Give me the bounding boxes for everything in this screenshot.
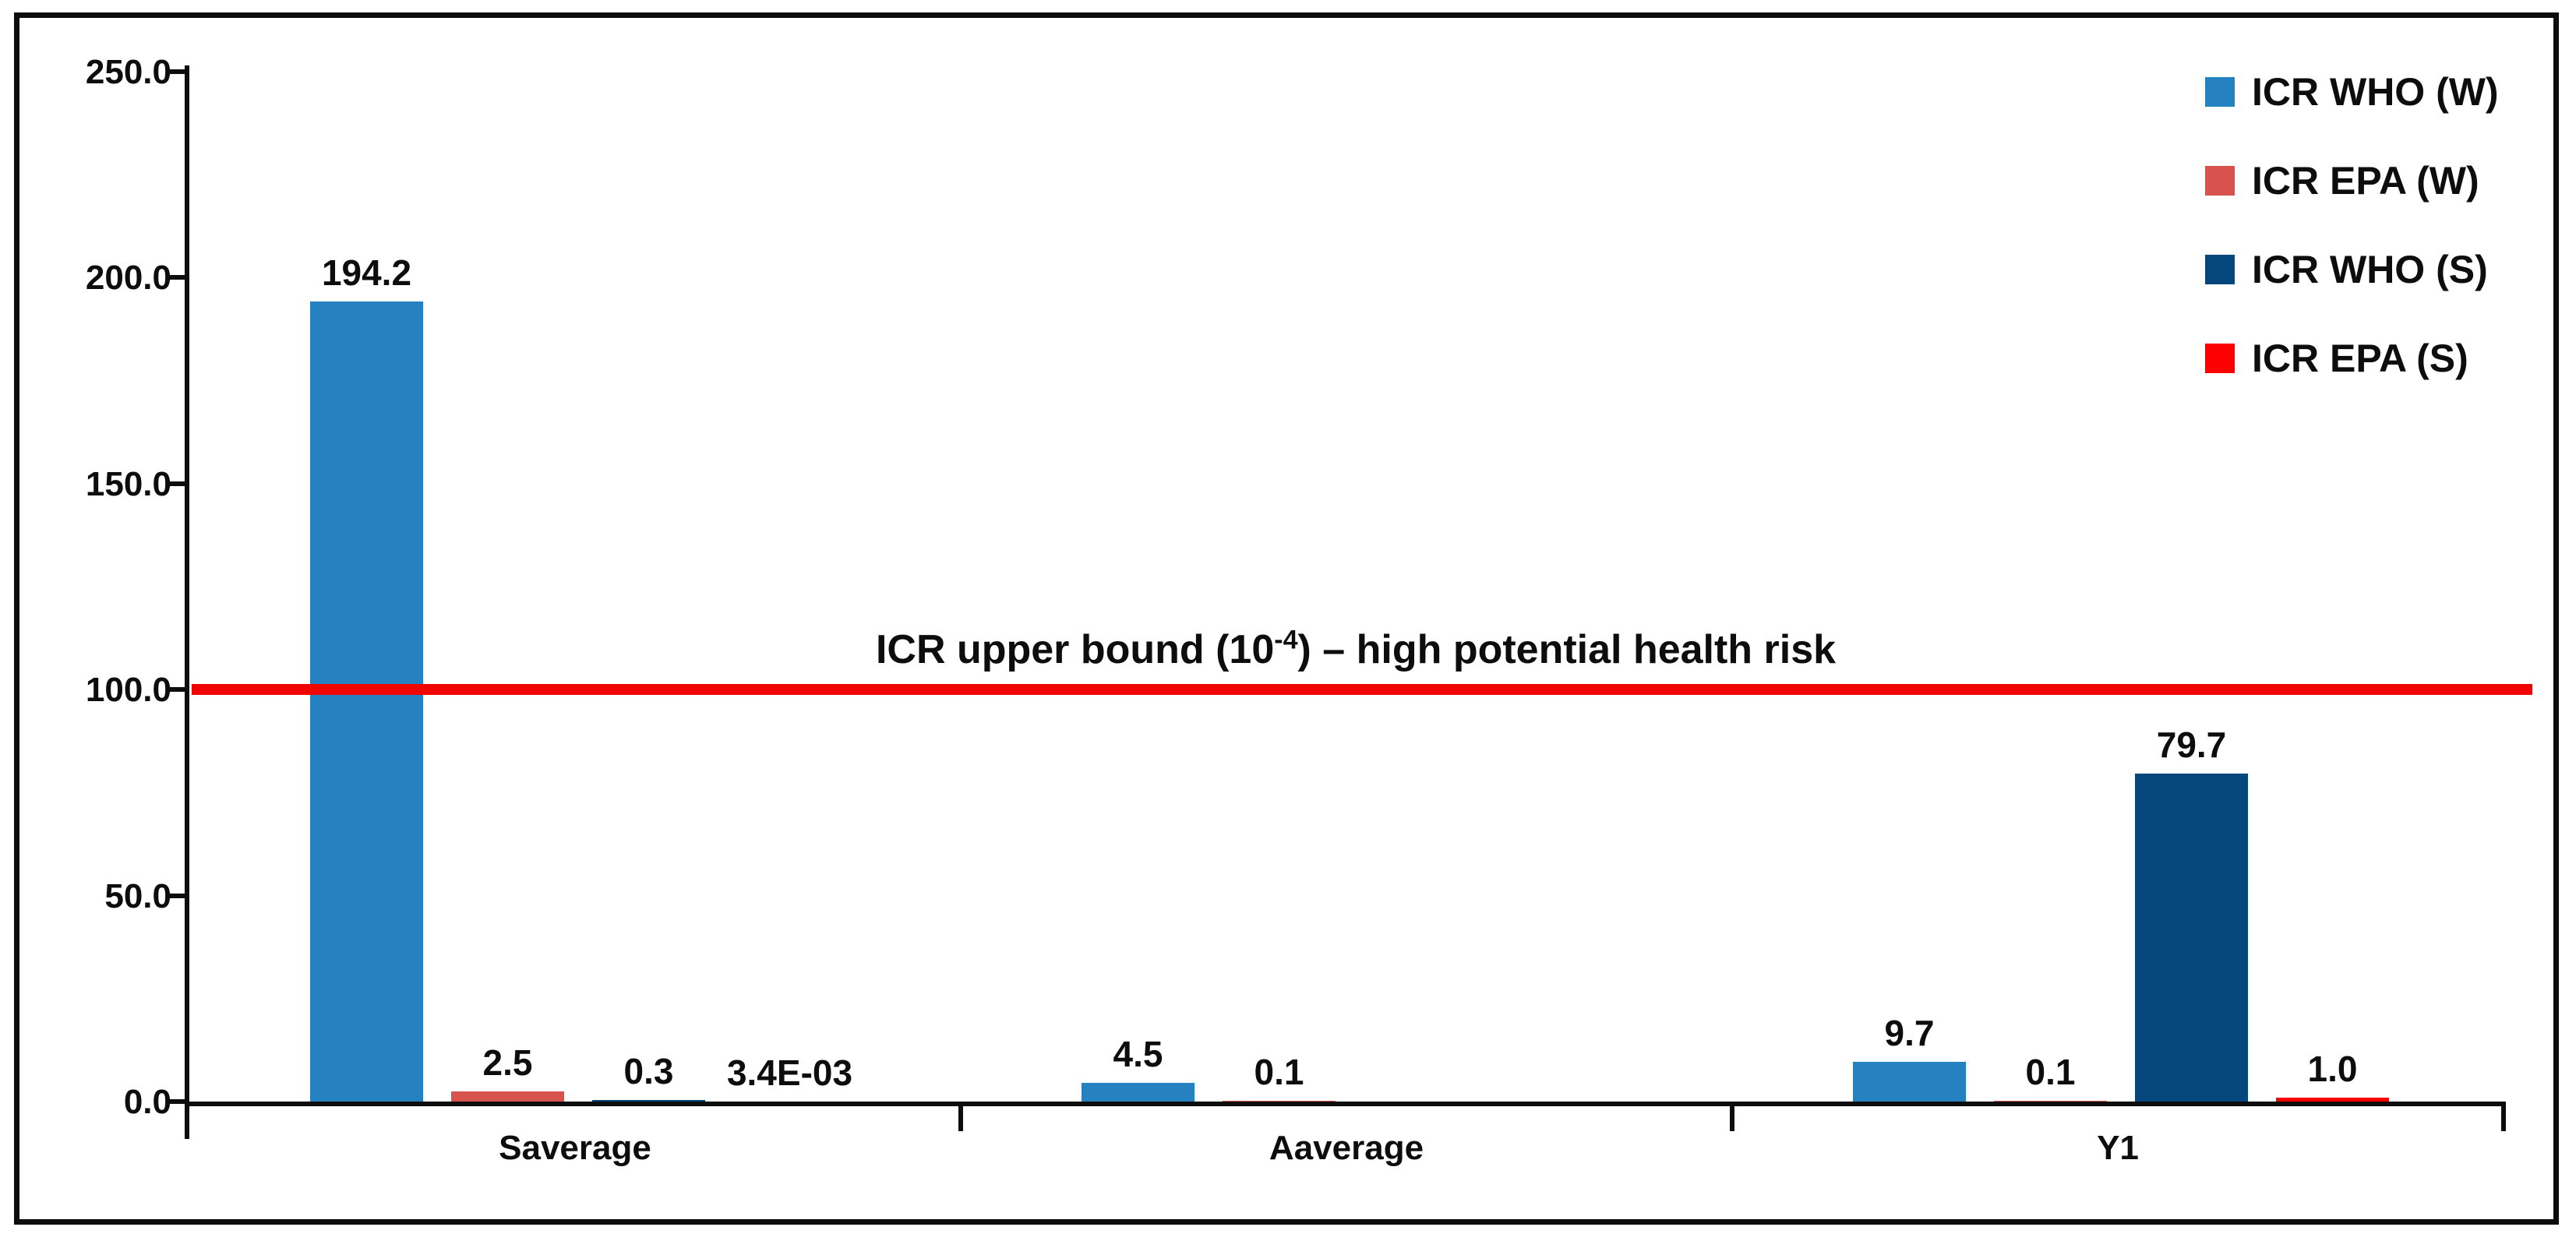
y-tick-mark — [168, 275, 188, 280]
y-tick-label: 0.0 — [123, 1083, 171, 1121]
y-tick-mark — [168, 893, 188, 898]
bar-icr-who-w — [310, 301, 423, 1102]
y-tick-mark — [168, 69, 188, 74]
threshold-annotation-suffix: ) – high potential health risk — [1297, 627, 1837, 673]
bar-icr-who-w — [1082, 1083, 1194, 1102]
legend-swatch — [2205, 255, 2235, 284]
legend-label: ICR WHO (W) — [2252, 70, 2499, 114]
y-tick-label: 200.0 — [85, 259, 171, 298]
legend-swatch — [2205, 344, 2235, 373]
bar-icr-epa-w — [451, 1091, 564, 1102]
y-tick-label: 50.0 — [104, 876, 171, 915]
y-tick-label: 250.0 — [85, 53, 171, 91]
bar-icr-epa-w — [1223, 1101, 1336, 1102]
legend-item: ICR WHO (S) — [2205, 246, 2488, 293]
threshold-annotation-prefix: ICR upper bound (10 — [875, 627, 1275, 673]
threshold-line — [192, 684, 2532, 696]
legend-item: ICR WHO (W) — [2205, 69, 2499, 115]
bar-icr-epa-s — [2276, 1097, 2389, 1102]
bar-icr-who-w — [1853, 1061, 1966, 1102]
figure-frame — [14, 12, 2559, 1225]
bar-value-label: 0.3 — [623, 1051, 674, 1092]
legend-label: ICR EPA (S) — [2252, 337, 2468, 380]
category-label: Saverage — [499, 1129, 651, 1167]
y-tick-label: 100.0 — [85, 671, 171, 710]
x-axis-line — [185, 1102, 2504, 1106]
category-label: Y1 — [2097, 1129, 2139, 1167]
bar-value-label: 194.2 — [321, 252, 412, 294]
bar-icr-who-s — [592, 1100, 705, 1102]
x-tick-mark — [1730, 1102, 1734, 1131]
legend-item: ICR EPA (S) — [2205, 335, 2468, 382]
category-label: Aaverage — [1269, 1129, 1424, 1167]
bar-value-label: 0.1 — [2025, 1052, 2076, 1093]
x-tick-mark — [958, 1102, 963, 1131]
bar-value-label: 4.5 — [1113, 1034, 1163, 1075]
bar-icr-epa-w — [1994, 1101, 2107, 1102]
bar-value-label: 2.5 — [482, 1042, 533, 1083]
legend-item: ICR EPA (W) — [2205, 157, 2479, 204]
threshold-annotation: ICR upper bound (10-4) – high potential … — [875, 625, 1837, 673]
bar-icr-who-s — [2135, 773, 2248, 1102]
bar-value-label: 79.7 — [2156, 724, 2227, 765]
bar-value-label: 3.4E-03 — [726, 1052, 853, 1093]
legend-swatch — [2205, 166, 2235, 196]
y-axis-line — [185, 65, 189, 1139]
y-tick-mark — [168, 1099, 188, 1104]
y-tick-mark — [168, 687, 188, 693]
bar-value-label: 9.7 — [1884, 1012, 1935, 1053]
legend-label: ICR WHO (S) — [2252, 248, 2488, 291]
threshold-annotation-superscript: -4 — [1274, 625, 1298, 655]
bar-value-label: 0.1 — [1254, 1052, 1304, 1093]
bar-value-label: 1.0 — [2307, 1048, 2358, 1089]
legend-label: ICR EPA (W) — [2252, 159, 2479, 203]
y-tick-label: 150.0 — [85, 464, 171, 503]
x-tick-mark — [2501, 1102, 2506, 1131]
legend-swatch — [2205, 77, 2235, 107]
y-tick-mark — [168, 481, 188, 486]
